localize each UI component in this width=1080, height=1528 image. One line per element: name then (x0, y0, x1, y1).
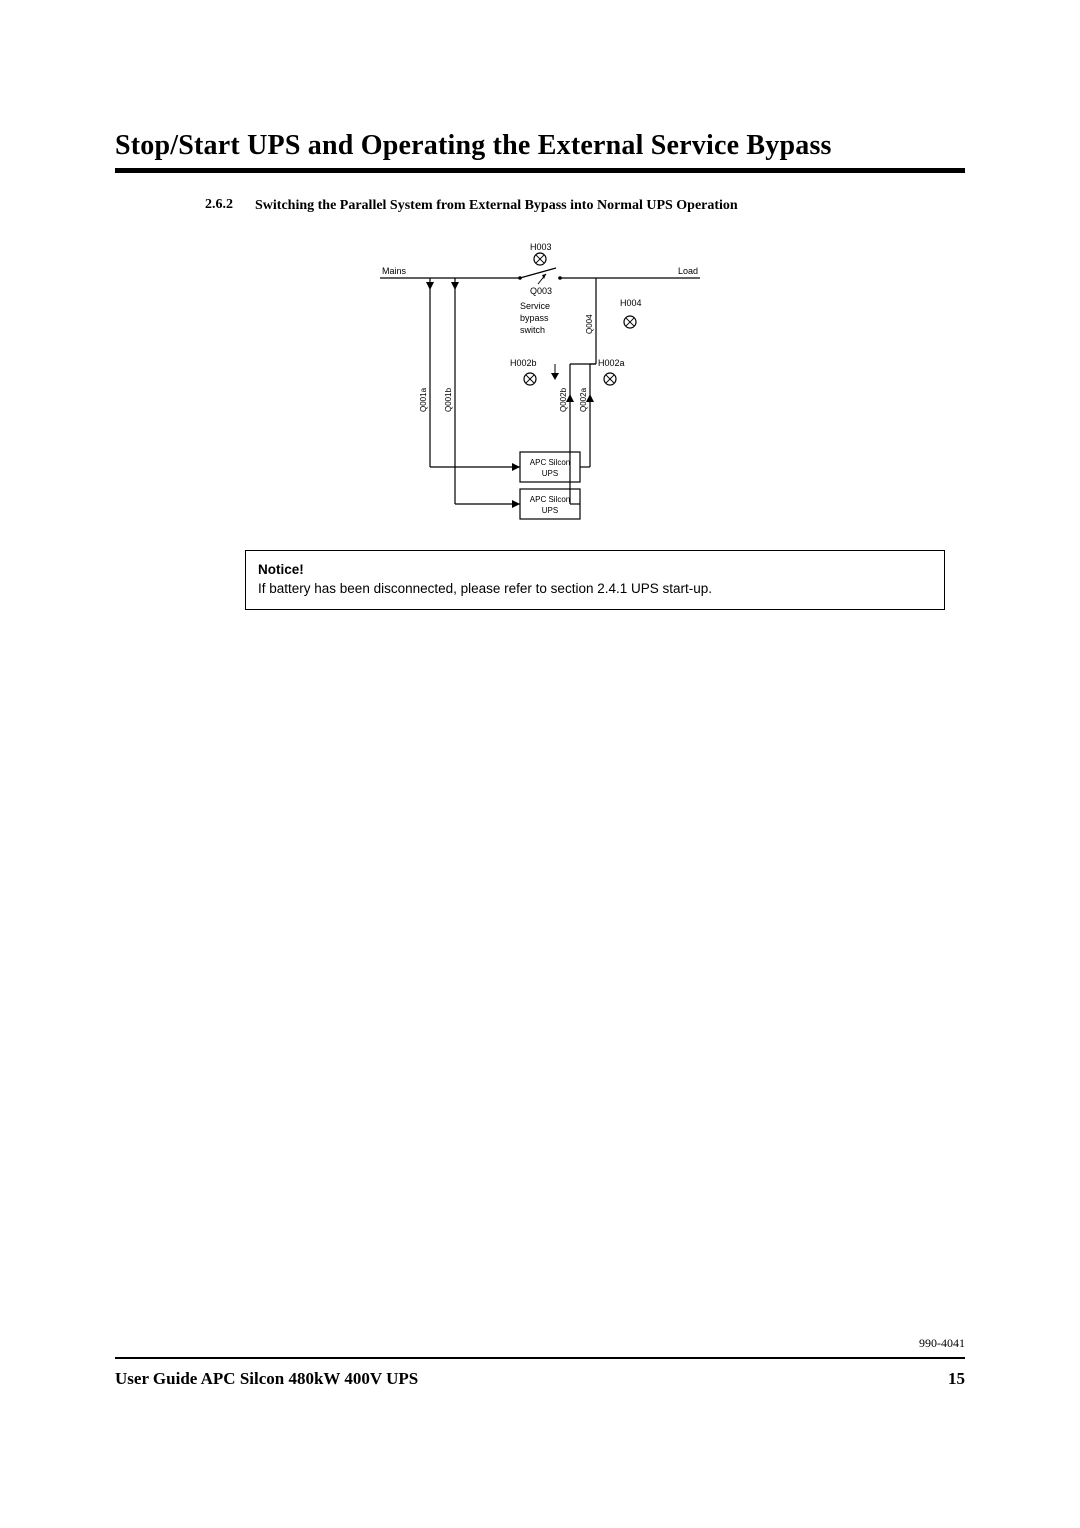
doc-code: 990-4041 (115, 1336, 965, 1351)
label-h002a: H002a (598, 358, 625, 368)
page-title: Stop/Start UPS and Operating the Externa… (115, 130, 965, 162)
label-h004: H004 (620, 298, 642, 308)
label-q002b: Q002b (559, 387, 568, 412)
label-ups2-line2: UPS (542, 506, 558, 515)
label-q001b: Q001b (444, 387, 453, 412)
footer-guide-title: User Guide APC Silcon 480kW 400V UPS (115, 1369, 418, 1389)
label-bypass: bypass (520, 313, 549, 323)
label-ups1-line1: APC Silcon (530, 458, 570, 467)
footer-rule (115, 1357, 965, 1359)
lamp-h003-icon (534, 253, 546, 265)
lamp-h004-icon (624, 316, 636, 328)
label-mains: Mains (382, 266, 407, 276)
title-rule (115, 168, 965, 173)
label-service: Service (520, 301, 550, 311)
label-h003: H003 (530, 242, 552, 252)
label-switch: switch (520, 325, 545, 335)
label-ups1-line2: UPS (542, 469, 558, 478)
page-footer: 990-4041 User Guide APC Silcon 480kW 400… (115, 1336, 965, 1389)
notice-body: If battery has been disconnected, please… (258, 581, 712, 596)
label-ups2-line1: APC Silcon (530, 495, 570, 504)
label-q003: Q003 (530, 286, 552, 296)
section-title: Switching the Parallel System from Exter… (255, 197, 738, 216)
label-h002b: H002b (510, 358, 537, 368)
label-q004: Q004 (585, 314, 594, 334)
lamp-h002a-icon (604, 373, 616, 385)
notice-heading: Notice! (258, 561, 932, 580)
label-load: Load (678, 266, 698, 276)
section-number: 2.6.2 (205, 197, 255, 216)
diagram-container: Mains Load H003 Q003 H004 Q004 (115, 234, 965, 534)
notice-box: Notice! If battery has been disconnected… (245, 550, 945, 610)
lamp-h002b-icon (524, 373, 536, 385)
bypass-schematic: Mains Load H003 Q003 H004 Q004 (360, 234, 720, 534)
label-q001a: Q001a (419, 387, 428, 412)
footer-page-number: 15 (948, 1369, 965, 1389)
label-q002a: Q002a (579, 387, 588, 412)
section-heading: 2.6.2 Switching the Parallel System from… (205, 197, 965, 216)
